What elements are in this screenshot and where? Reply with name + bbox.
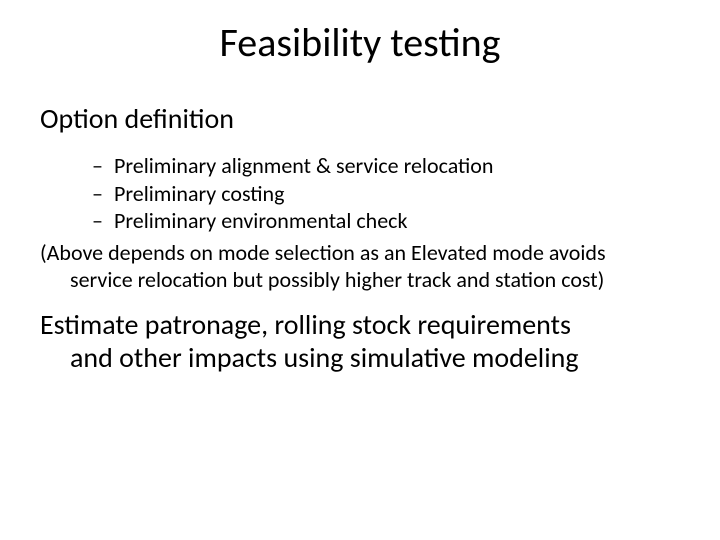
slide-title: Feasibility testing [40,18,680,67]
bullet-item: Preliminary costing [92,180,680,208]
bullet-item: Preliminary alignment & service relocati… [92,152,680,180]
bullet-list: Preliminary alignment & service relocati… [92,152,680,235]
bullet-item: Preliminary environmental check [92,207,680,235]
subheading-option-definition: Option definition [40,101,680,136]
note-line: (Above depends on mode selection as an E… [40,239,606,266]
body-line: Estimate patronage, rolling stock requir… [40,307,571,342]
body-paragraph: Estimate patronage, rolling stock requir… [40,308,680,375]
parenthetical-note: (Above depends on mode selection as an E… [40,239,680,294]
body-line: and other impacts using simulative model… [40,341,680,375]
slide: Feasibility testing Option definition Pr… [0,0,720,540]
note-line: service relocation but possibly higher t… [40,266,680,294]
